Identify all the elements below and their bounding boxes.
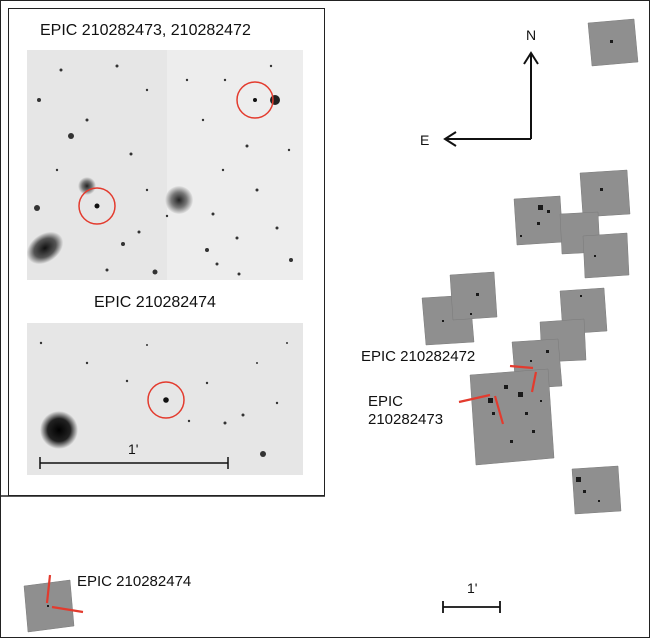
main-scale-label: 1' — [467, 580, 478, 596]
compass-east-label: E — [420, 132, 430, 148]
label-epic-210282473-line1: EPIC — [368, 393, 404, 410]
inset-top-image — [27, 50, 303, 280]
label-epic-210282472: EPIC 210282472 — [361, 348, 476, 365]
inset-bottom-title: EPIC 210282474 — [94, 294, 216, 311]
inset-top-title: EPIC 210282473, 210282472 — [40, 22, 251, 39]
inset-scale-label: 1' — [128, 441, 139, 457]
label-epic-210282473-line2: 210282473 — [368, 411, 444, 428]
label-epic-210282474: EPIC 210282474 — [77, 573, 192, 590]
compass-north-label: N — [526, 27, 537, 43]
inset-bottom-image — [27, 323, 303, 475]
